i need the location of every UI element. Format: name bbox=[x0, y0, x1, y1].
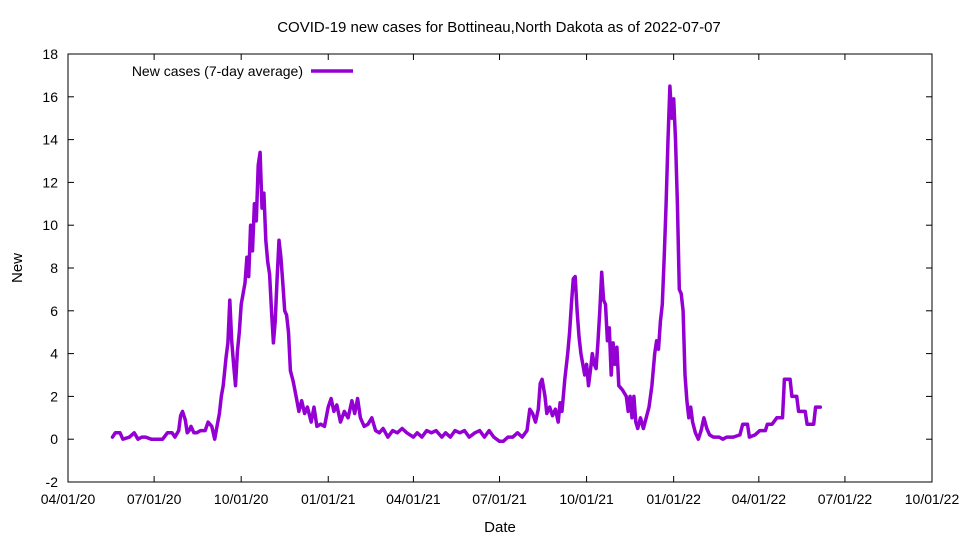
x-tick-label: 04/01/20 bbox=[41, 491, 96, 507]
x-axis-title: Date bbox=[484, 519, 516, 536]
y-tick-label: 12 bbox=[42, 174, 58, 190]
y-tick-label: 14 bbox=[42, 132, 58, 148]
x-tick-label: 10/01/22 bbox=[905, 491, 960, 507]
y-tick-label: 16 bbox=[42, 89, 58, 105]
legend-label: New cases (7-day average) bbox=[132, 63, 303, 79]
plot-area-frame bbox=[67, 53, 933, 483]
y-tick-label: 6 bbox=[50, 303, 58, 319]
legend: New cases (7-day average) bbox=[132, 63, 353, 79]
x-axis: 04/01/20 07/01/20 10/01/20 01/01/21 04/01/21… bbox=[41, 54, 960, 507]
y-tick-label: 4 bbox=[50, 346, 58, 362]
x-tick-label: 10/01/21 bbox=[559, 491, 614, 507]
x-tick-label: 01/01/21 bbox=[301, 491, 356, 507]
x-tick-label: 01/01/22 bbox=[646, 491, 701, 507]
chart-title: COVID-19 new cases for Bottineau,North D… bbox=[277, 19, 721, 36]
y-axis: -2 0 2 4 6 8 10 12 14 16 18 bbox=[42, 46, 932, 490]
y-tick-label: 18 bbox=[42, 46, 58, 62]
y-tick-label: -2 bbox=[46, 474, 59, 490]
x-tick-label: 04/01/21 bbox=[386, 491, 441, 507]
x-tick-label: 07/01/22 bbox=[818, 491, 873, 507]
y-tick-label: 2 bbox=[50, 388, 58, 404]
x-tick-label: 07/01/21 bbox=[472, 491, 527, 507]
x-tick-label: 07/01/20 bbox=[127, 491, 182, 507]
series-line-new-cases bbox=[110, 84, 823, 444]
x-tick-label: 10/01/20 bbox=[214, 491, 269, 507]
y-axis-title: New bbox=[9, 253, 26, 283]
y-tick-label: 10 bbox=[42, 217, 58, 233]
y-tick-label: 0 bbox=[50, 431, 58, 447]
y-tick-label: 8 bbox=[50, 260, 58, 276]
x-tick-label: 04/01/22 bbox=[732, 491, 787, 507]
